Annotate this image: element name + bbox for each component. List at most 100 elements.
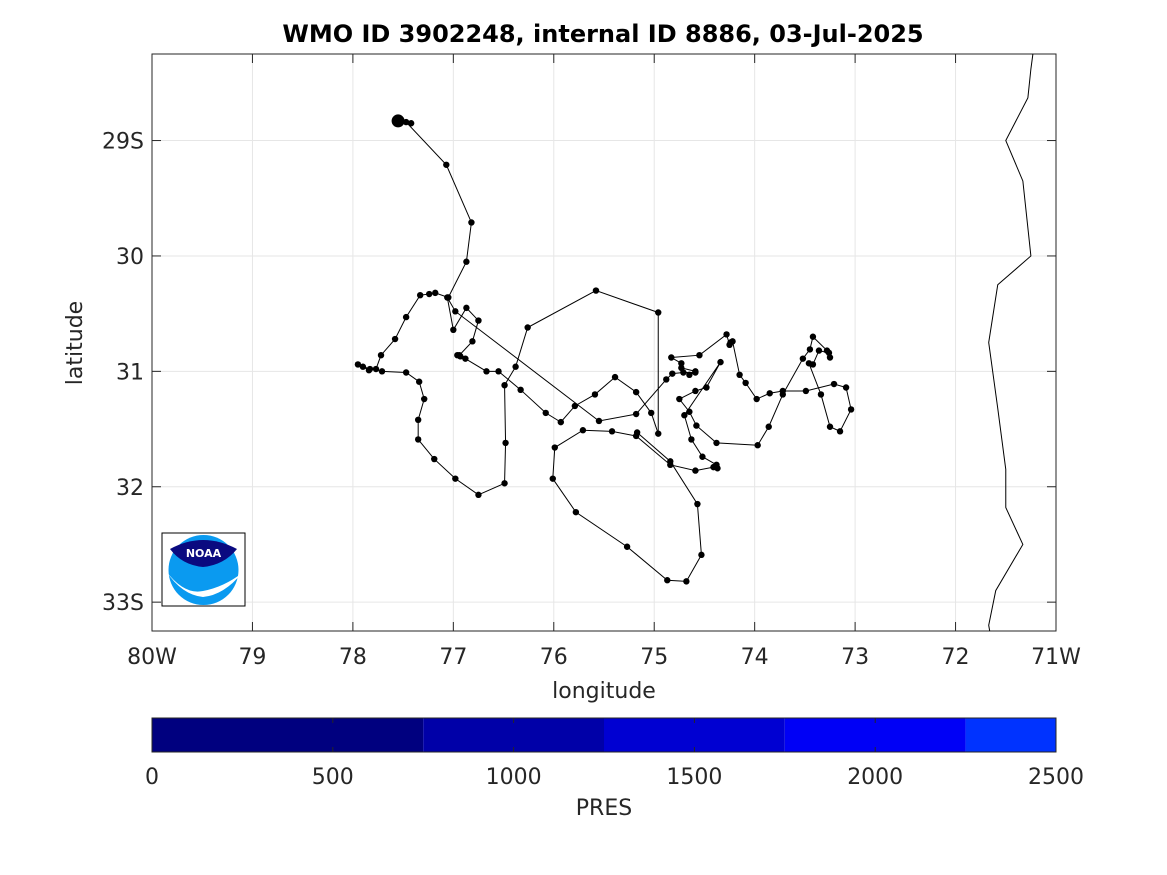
profile-point bbox=[595, 417, 603, 425]
noaa-logo-dark bbox=[170, 540, 237, 567]
profile-point bbox=[765, 423, 772, 430]
colorbar-label: PRES bbox=[576, 796, 632, 821]
profile-point bbox=[456, 351, 463, 359]
profile-point bbox=[779, 391, 786, 398]
noaa-logo-text: NOAA bbox=[186, 547, 222, 560]
latest-position-marker bbox=[391, 114, 405, 128]
profile-point bbox=[462, 355, 469, 362]
profile-point bbox=[802, 387, 810, 395]
x-tick-label: 80W bbox=[127, 645, 177, 670]
profile-point bbox=[483, 368, 490, 375]
coastline-line bbox=[988, 53, 1034, 632]
colorbar-segment bbox=[784, 718, 966, 752]
colorbar-segment bbox=[152, 718, 424, 752]
profile-point bbox=[815, 347, 823, 354]
profile-point bbox=[736, 371, 743, 379]
profile-point bbox=[655, 430, 662, 437]
coastline bbox=[988, 53, 1034, 632]
noaa-logo: NOAA bbox=[161, 532, 246, 607]
profile-point bbox=[806, 346, 814, 353]
profile-point bbox=[686, 371, 693, 379]
profile-point bbox=[692, 387, 699, 395]
profile-point bbox=[692, 368, 699, 375]
profile-point bbox=[463, 304, 470, 312]
colorbar-segment bbox=[965, 718, 1056, 752]
y-tick-label: 32 bbox=[116, 476, 144, 501]
profile-point bbox=[847, 406, 855, 413]
colorbar-tick-label: 0 bbox=[145, 765, 159, 790]
colorbar-tick-label: 1500 bbox=[666, 765, 722, 790]
profile-point bbox=[391, 335, 399, 343]
profile-point bbox=[826, 423, 834, 430]
profile-point bbox=[678, 364, 685, 372]
profile-point bbox=[633, 429, 641, 436]
profile-point bbox=[475, 491, 482, 499]
profile-point bbox=[688, 436, 695, 443]
profile-point bbox=[836, 428, 844, 435]
profile-point bbox=[699, 453, 706, 460]
colorbar-tick-label: 1000 bbox=[486, 765, 542, 790]
profile-point bbox=[713, 439, 720, 447]
profile-point bbox=[766, 390, 773, 397]
profile-point bbox=[501, 381, 508, 389]
profile-point bbox=[742, 379, 749, 387]
profile-point bbox=[655, 309, 662, 316]
colorbar-segment bbox=[604, 718, 785, 752]
x-tick-label: 74 bbox=[741, 645, 769, 670]
profile-point bbox=[842, 384, 850, 391]
profile-point bbox=[501, 480, 508, 487]
profile-point bbox=[799, 355, 807, 362]
y-tick-label: 30 bbox=[116, 245, 144, 270]
y-tick-label: 29S bbox=[102, 130, 144, 155]
profile-point bbox=[469, 338, 476, 345]
profile-point bbox=[463, 258, 470, 265]
profile-point bbox=[696, 351, 703, 359]
profile-point bbox=[830, 380, 838, 388]
profile-point bbox=[686, 408, 693, 415]
profile-point bbox=[416, 291, 424, 299]
profile-point bbox=[632, 388, 640, 396]
y-tick-label: 31 bbox=[116, 360, 144, 385]
profile-point bbox=[426, 290, 433, 298]
profile-point bbox=[557, 418, 565, 426]
colorbar-frame bbox=[151, 717, 1057, 753]
profile-point bbox=[359, 363, 367, 370]
profile-point bbox=[468, 219, 475, 226]
profile-point bbox=[354, 361, 362, 368]
profile-point bbox=[421, 395, 428, 403]
profile-point bbox=[377, 351, 385, 359]
profile-point bbox=[668, 354, 675, 361]
profile-point bbox=[648, 409, 655, 417]
profile-point bbox=[717, 358, 724, 366]
profile-point bbox=[669, 370, 676, 377]
profile-point bbox=[475, 317, 482, 324]
profile-point bbox=[414, 416, 422, 424]
profile-point bbox=[678, 360, 685, 367]
profile-point bbox=[452, 308, 459, 315]
profile-point bbox=[823, 347, 831, 354]
profile-point bbox=[698, 551, 705, 559]
pressure-colorbar: 0 500 1000 1500 2000 2500 bbox=[145, 717, 1084, 790]
profile-point bbox=[694, 500, 701, 508]
profile-point bbox=[809, 333, 817, 340]
profile-point bbox=[495, 368, 502, 375]
colorbar-segment bbox=[423, 718, 604, 752]
profile-point bbox=[571, 402, 579, 410]
profile-point bbox=[754, 442, 761, 449]
profile-point bbox=[378, 368, 386, 375]
profile-point bbox=[551, 444, 558, 451]
x-axis-label: longitude bbox=[552, 679, 656, 704]
profile-point bbox=[407, 120, 415, 127]
x-tick-label: 79 bbox=[238, 645, 266, 670]
profile-point bbox=[452, 475, 459, 482]
profile-point bbox=[372, 365, 380, 373]
x-tick-label: 71W bbox=[1031, 645, 1081, 670]
grid-lines bbox=[151, 54, 1057, 631]
profile-point bbox=[676, 395, 683, 403]
profile-point bbox=[542, 409, 549, 417]
colorbar-tick-label: 2500 bbox=[1028, 765, 1084, 790]
profile-point bbox=[683, 578, 690, 585]
x-tick-label: 73 bbox=[841, 645, 869, 670]
profile-point bbox=[826, 354, 834, 361]
